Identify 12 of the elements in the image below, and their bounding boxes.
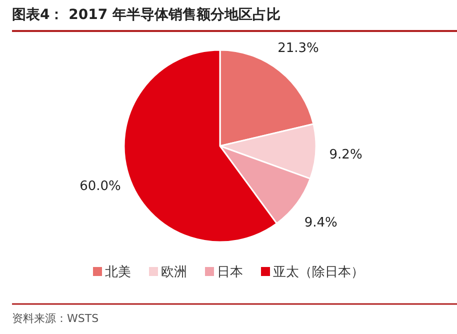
pie-slice [219, 123, 317, 180]
legend-label: 欧洲 [161, 265, 187, 280]
data-label: 9.2% [329, 147, 362, 162]
data-label: 21.3% [278, 41, 319, 56]
legend-label: 北美 [105, 264, 131, 280]
pie-slice [123, 49, 278, 243]
chart-title: 图表4： 2017 年半导体销售额分地区占比 [12, 6, 280, 23]
legend-label: 日本 [217, 265, 243, 280]
text: 资料来源：WSTS [12, 312, 99, 325]
data-label: 9.4% [304, 216, 338, 231]
legend-label: 亚太（除日本） [273, 265, 364, 280]
data-label: 60.0% [80, 179, 121, 194]
